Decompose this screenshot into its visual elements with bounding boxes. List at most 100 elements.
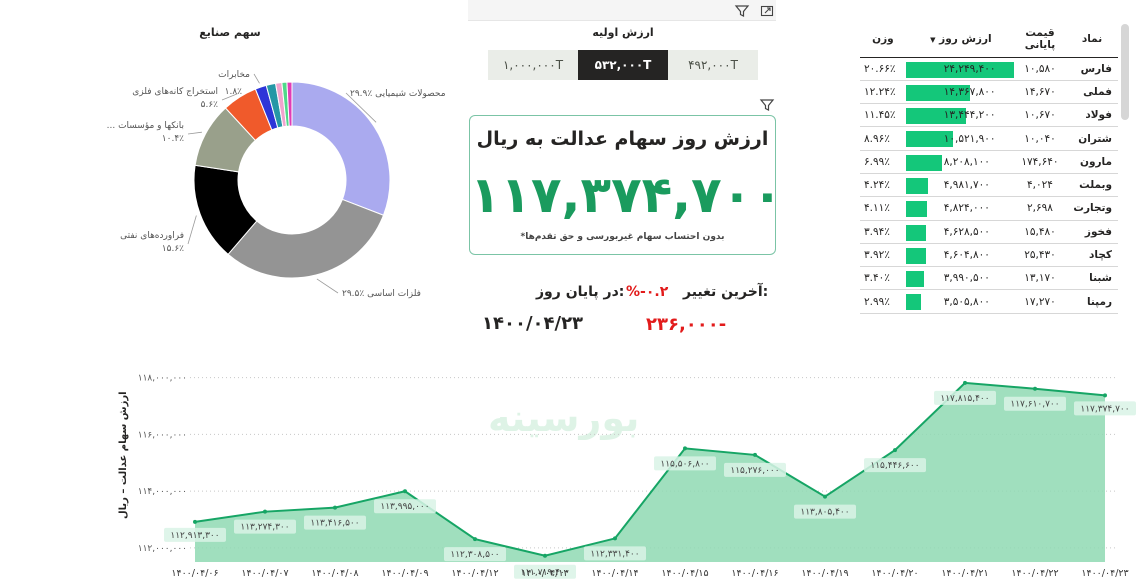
initial-value-option-492k[interactable]: ۴۹۲,۰۰۰T	[668, 50, 758, 80]
data-point[interactable]	[403, 489, 407, 494]
cell-day-value: ۳,۹۹۰,۵۰۰	[905, 266, 1014, 291]
donut-leader-line	[253, 73, 260, 84]
kpi-title: ارزش روز سهام عدالت به ریال	[476, 128, 769, 150]
table-row[interactable]: شتران ۱۰,۰۴۰ ۱۰,۵۲۱,۹۰۰ ۸.۹۶٪	[860, 126, 1118, 151]
col-header-day-label: ارزش روز	[939, 33, 992, 46]
table-scrollbar-thumb[interactable]	[1121, 24, 1129, 120]
table-row[interactable]: فخوز ۱۵,۴۸۰ ۴,۶۲۸,۵۰۰ ۳.۹۴٪	[860, 220, 1118, 244]
col-header-weight[interactable]: وزن	[860, 22, 906, 58]
table-row[interactable]: کچاد ۲۵,۴۳۰ ۴,۶۰۴,۸۰۰ ۳.۹۲٪	[860, 243, 1118, 268]
table-row[interactable]: شبنا ۱۳,۱۷۰ ۳,۹۹۰,۵۰۰ ۳.۴۰٪	[860, 266, 1118, 291]
col-header-symbol[interactable]: نماد	[1065, 22, 1118, 58]
data-bar	[905, 201, 928, 218]
initial-value-option-1000k[interactable]: ۱,۰۰۰,۰۰۰T	[488, 50, 578, 80]
donut-leader-line	[316, 278, 339, 294]
kpi-value: ۱۱۷,۳۷۴,۷۰۰	[470, 166, 783, 224]
y-tick-label: ۱۱۸,۰۰۰,۰۰۰	[138, 374, 187, 384]
table-row[interactable]: فولاد ۱۰,۶۷۰ ۱۳,۴۴۴,۲۰۰ ۱۱.۴۵٪	[860, 103, 1118, 128]
col-header-price[interactable]: قیمت پایانی	[1013, 22, 1066, 58]
data-point[interactable]	[613, 536, 617, 541]
cell-day-value: ۴,۸۲۴,۰۰۰	[905, 196, 1014, 221]
cell-day-value: ۱۳,۴۴۴,۲۰۰	[905, 103, 1014, 128]
filter-icon[interactable]	[759, 97, 775, 113]
data-point[interactable]	[333, 505, 337, 510]
donut-label: استخراج کانه‌های فلزی	[132, 87, 218, 97]
area-fill	[195, 382, 1105, 562]
holdings-table: نماد قیمت پایانی ارزش روز ▼ وزن فارس ۱۰,۵…	[860, 22, 1130, 327]
data-label-bg	[234, 519, 296, 534]
cell-symbol: وتجارت	[1065, 196, 1118, 221]
data-point[interactable]	[963, 380, 967, 385]
donut-slice[interactable]	[227, 198, 385, 279]
industry-share-chart: سهم صنایع ۲۹.۹٪ محصولات شیمیایی ۲۹.۵٪ فلز…	[0, 0, 460, 330]
table-row[interactable]: رمپنا ۱۷,۲۷۰ ۳,۵۰۵,۸۰۰ ۲.۹۹٪	[860, 289, 1118, 314]
data-point[interactable]	[473, 537, 477, 542]
data-point[interactable]	[823, 494, 827, 499]
cell-day-value-text: ۴,۶۰۴,۸۰۰	[943, 249, 990, 262]
cell-symbol: رمپنا	[1065, 289, 1118, 314]
data-point[interactable]	[543, 553, 547, 558]
initial-value-option-532k[interactable]: ۵۳۲,۰۰۰T	[578, 50, 668, 80]
data-label: ۱۱۳,۲۷۴,۳۰۰	[240, 523, 289, 533]
data-point[interactable]	[893, 448, 897, 453]
x-tick-label: ۱۴۰۰/۰۴/۱۶	[731, 568, 778, 579]
data-point[interactable]	[193, 519, 197, 524]
cell-day-value-text: ۸,۲۰۸,۱۰۰	[943, 155, 990, 168]
donut-slice[interactable]	[286, 81, 293, 127]
focus-mode-icon[interactable]	[759, 3, 775, 19]
data-bar	[905, 247, 927, 264]
data-bar	[905, 271, 924, 288]
col-header-day-value[interactable]: ارزش روز ▼	[905, 22, 1014, 58]
data-label-bg	[304, 515, 366, 530]
filter-icon[interactable]	[734, 3, 750, 19]
cell-day-value-text: ۳,۵۰۵,۸۰۰	[943, 295, 990, 308]
donut-slice[interactable]	[291, 81, 391, 216]
cell-symbol: مارون	[1065, 150, 1118, 174]
cell-price: ۱۰,۶۷۰	[1013, 103, 1066, 128]
donut-label: مخابرات	[218, 70, 250, 80]
table-row[interactable]: وبملت ۴,۰۲۴ ۴,۹۸۱,۷۰۰ ۴.۲۴٪	[860, 173, 1118, 198]
data-bar	[905, 224, 927, 241]
table-row[interactable]: فملی ۱۴,۶۷۰ ۱۴,۳۶۷,۸۰۰ ۱۲.۲۴٪	[860, 80, 1118, 105]
cell-weight: ۸.۹۶٪	[860, 126, 906, 151]
last-update-date: ۱۴۰۰/۰۴/۲۳	[482, 313, 584, 334]
data-label: ۱۱۲,۳۳۱,۴۰۰	[590, 549, 639, 559]
data-label: ۱۱۷,۶۱۰,۷۰۰	[1010, 400, 1059, 410]
cell-weight: ۱۲.۲۴٪	[860, 80, 906, 105]
area-svg: ۱۱۲,۰۰۰,۰۰۰ ۱۱۴,۰۰۰,۰۰۰ ۱۱۶,۰۰۰,۰۰۰ ۱۱۸,۰۰۰…	[138, 374, 1136, 579]
donut-svg: ۲۹.۹٪ محصولات شیمیایی ۲۹.۵٪ فلزات اساسی فر…	[107, 70, 446, 299]
table-row[interactable]: مارون ۱۷۴,۶۴۰ ۸,۲۰۸,۱۰۰ ۶.۹۹٪	[860, 150, 1118, 174]
donut-label: ۲۹.۵٪ فلزات اساسی	[342, 289, 421, 299]
cell-weight: ۳.۹۲٪	[860, 243, 906, 268]
table-row[interactable]: فارس ۱۰,۵۸۰ ۲۴,۲۴۹,۴۰۰ ۲۰.۶۶٪	[860, 57, 1118, 81]
data-point[interactable]	[1103, 393, 1107, 398]
cell-weight: ۱۱.۴۵٪	[860, 103, 906, 128]
x-tick-label: ۱۴۰۰/۰۴/۲۲	[1011, 568, 1058, 579]
end-of-day-label: در پایان روز:	[536, 284, 625, 300]
data-label-bg	[1074, 401, 1136, 416]
data-point[interactable]	[263, 509, 267, 514]
data-label-bg	[724, 462, 786, 477]
cell-symbol: وبملت	[1065, 173, 1118, 198]
data-bar	[905, 131, 953, 148]
initial-value-slicer: ۱,۰۰۰,۰۰۰T ۵۳۲,۰۰۰T ۴۹۲,۰۰۰T	[488, 50, 758, 80]
y-tick-label: ۱۱۶,۰۰۰,۰۰۰	[138, 430, 187, 440]
cell-price: ۴,۰۲۴	[1013, 173, 1066, 198]
data-label: ۱۱۵,۵۰۶,۸۰۰	[660, 459, 709, 469]
data-point[interactable]	[753, 452, 757, 457]
table-row[interactable]: وتجارت ۲,۶۹۸ ۴,۸۲۴,۰۰۰ ۴.۱۱٪	[860, 196, 1118, 221]
data-point[interactable]	[683, 446, 687, 451]
cell-day-value: ۱۰,۵۲۱,۹۰۰	[905, 126, 1014, 151]
cell-day-value-text: ۱۴,۳۶۷,۸۰۰	[943, 85, 996, 98]
initial-value-title: ارزش اولیه	[592, 26, 654, 39]
data-label-bg	[934, 390, 996, 405]
cell-day-value: ۱۴,۳۶۷,۸۰۰	[905, 80, 1014, 105]
data-label-bg	[514, 564, 576, 579]
cell-day-value-text: ۱۰,۵۲۱,۹۰۰	[943, 132, 996, 145]
data-bar	[905, 108, 966, 125]
data-point[interactable]	[1033, 386, 1037, 391]
donut-leader-line	[345, 92, 377, 123]
donut-label-percent: ۱.۸٪	[225, 87, 243, 97]
cell-symbol: فملی	[1065, 80, 1118, 105]
data-label: ۱۱۲,۳۰۸,۵۰۰	[450, 550, 499, 560]
